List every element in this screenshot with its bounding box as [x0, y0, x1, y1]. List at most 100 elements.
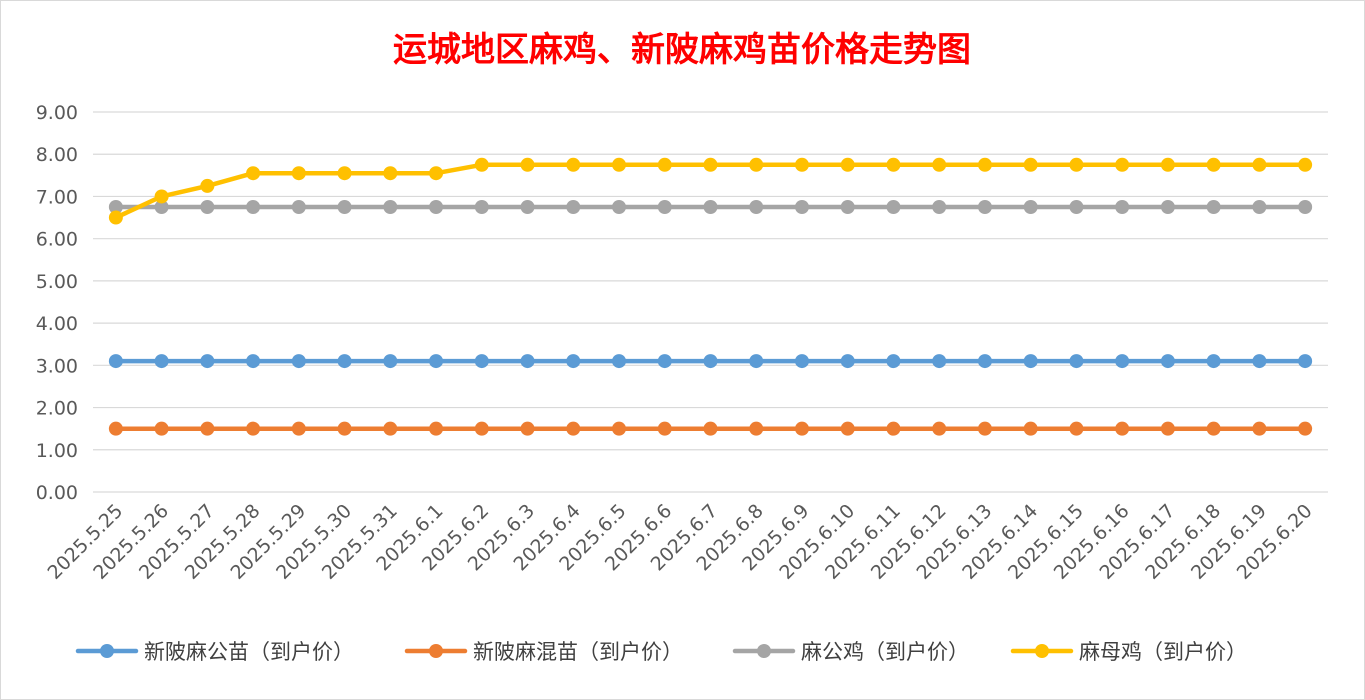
data-point	[566, 421, 581, 436]
data-point	[886, 421, 901, 436]
y-tick-label: 4.00	[36, 313, 78, 335]
data-point	[1252, 421, 1267, 436]
data-point	[154, 189, 169, 204]
data-point	[200, 178, 215, 193]
data-point	[520, 200, 535, 214]
data-point	[108, 354, 123, 369]
data-point	[337, 354, 352, 369]
data-point	[566, 157, 581, 172]
y-tick-label: 0.00	[36, 482, 78, 504]
data-point	[612, 157, 627, 172]
series-layer	[108, 157, 1313, 436]
data-point	[977, 354, 992, 369]
data-point	[840, 354, 855, 369]
data-point	[108, 421, 123, 436]
data-point	[703, 354, 718, 369]
data-point	[429, 421, 444, 436]
data-point	[1252, 157, 1267, 172]
series-1	[108, 354, 1313, 369]
chart-title: 运城地区麻鸡、新陂麻鸡苗价格走势图	[393, 30, 971, 70]
legend-marker	[757, 644, 771, 658]
data-point	[1160, 354, 1175, 369]
data-point	[749, 157, 764, 172]
data-point	[1023, 421, 1038, 436]
data-point	[1298, 200, 1313, 214]
data-point	[291, 421, 306, 436]
data-point	[977, 200, 992, 214]
data-point	[429, 354, 444, 369]
legend-item: 新陂麻公苗（到户价）	[75, 640, 354, 664]
data-point	[840, 157, 855, 172]
legend: 新陂麻公苗（到户价） 新陂麻混苗（到户价） 麻公鸡（到户价） 麻母鸡（到户价）	[75, 640, 1247, 664]
data-point	[429, 200, 444, 214]
data-point	[886, 157, 901, 172]
data-point	[749, 354, 764, 369]
legend-label: 麻公鸡（到户价）	[801, 640, 969, 664]
data-point	[474, 157, 489, 172]
data-point	[291, 200, 306, 214]
data-point	[1069, 354, 1084, 369]
data-point	[474, 354, 489, 369]
data-point	[657, 354, 672, 369]
data-point	[566, 354, 581, 369]
data-point	[932, 421, 947, 436]
data-point	[154, 200, 169, 214]
y-tick-label: 3.00	[36, 355, 78, 377]
data-point	[246, 200, 261, 214]
y-tick-label: 9.00	[36, 102, 78, 124]
data-point	[932, 200, 947, 214]
data-point	[840, 200, 855, 214]
legend-item: 麻公鸡（到户价）	[732, 640, 969, 664]
data-point	[977, 157, 992, 172]
data-point	[1115, 421, 1130, 436]
data-point	[886, 200, 901, 214]
data-point	[1298, 354, 1313, 369]
data-point	[703, 157, 718, 172]
y-tick-label: 5.00	[36, 271, 78, 293]
data-point	[657, 421, 672, 436]
data-point	[612, 200, 627, 214]
data-point	[337, 200, 352, 214]
data-point	[474, 421, 489, 436]
data-point	[1160, 157, 1175, 172]
data-point	[703, 421, 718, 436]
data-point	[932, 157, 947, 172]
y-tick-label: 7.00	[36, 186, 78, 208]
data-point	[383, 421, 398, 436]
legend-label: 麻母鸡（到户价）	[1079, 640, 1247, 664]
data-point	[337, 421, 352, 436]
data-point	[1115, 157, 1130, 172]
series-3	[108, 200, 1313, 214]
data-point	[794, 421, 809, 436]
data-point	[1115, 200, 1130, 214]
legend-item: 新陂麻混苗（到户价）	[404, 640, 683, 664]
data-point	[337, 166, 352, 181]
data-point	[200, 354, 215, 369]
data-point	[977, 421, 992, 436]
data-point	[1115, 354, 1130, 369]
data-point	[703, 200, 718, 214]
data-point	[383, 200, 398, 214]
data-point	[429, 166, 444, 181]
data-point	[1298, 157, 1313, 172]
data-point	[246, 421, 261, 436]
data-point	[886, 354, 901, 369]
data-point	[1160, 421, 1175, 436]
legend-marker	[429, 644, 443, 658]
y-tick-label: 8.00	[36, 144, 78, 166]
data-point	[520, 157, 535, 172]
data-point	[612, 421, 627, 436]
data-point	[200, 421, 215, 436]
data-point	[200, 200, 215, 214]
data-point	[1298, 421, 1313, 436]
data-point	[794, 200, 809, 214]
data-point	[383, 166, 398, 181]
data-point	[1206, 157, 1221, 172]
data-point	[1206, 354, 1221, 369]
data-point	[1252, 354, 1267, 369]
y-axis-tick-labels: 0.00 1.00 2.00 3.00 4.00 5.00 6.00 7.00 8.00 9.00	[36, 102, 78, 504]
y-tick-label: 2.00	[36, 398, 78, 420]
data-point	[840, 421, 855, 436]
